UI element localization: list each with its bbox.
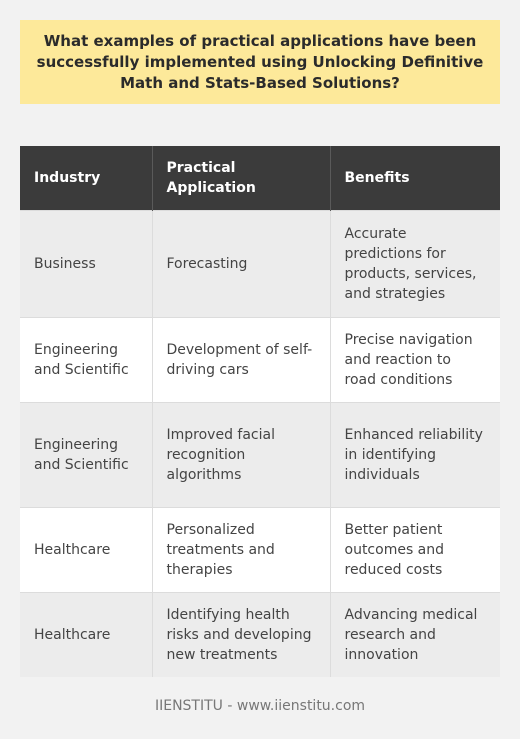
cell-industry: Engineering and Scientific xyxy=(20,402,153,508)
table-row: Engineering and Scientific Improved faci… xyxy=(20,402,500,508)
footer-attribution: IIENSTITU - www.iienstitu.com xyxy=(154,698,366,714)
cell-application: Identifying health risks and developing … xyxy=(152,592,331,677)
cell-application: Improved facial recognition algorithms xyxy=(152,402,331,508)
cell-application: Forecasting xyxy=(152,210,331,318)
cell-benefits: Accurate predictions for products, servi… xyxy=(330,210,500,318)
table-row: Healthcare Identifying health risks and … xyxy=(20,592,500,677)
table-header-row: Industry Practical Application Benefits xyxy=(20,146,500,211)
header-practical-application: Practical Application xyxy=(152,146,331,211)
cell-benefits: Enhanced reliability in identifying indi… xyxy=(330,402,500,508)
cell-benefits: Better patient outcomes and reduced cost… xyxy=(330,507,500,593)
table-row: Healthcare Personalized treatments and t… xyxy=(20,507,500,593)
table-row: Engineering and Scientific Development o… xyxy=(20,317,500,403)
title-banner: What examples of practical applications … xyxy=(20,20,500,104)
cell-application: Personalized treatments and therapies xyxy=(152,507,331,593)
page-title: What examples of practical applications … xyxy=(36,31,484,92)
cell-benefits: Advancing medical research and innovatio… xyxy=(330,592,500,677)
cell-application: Development of self-driving cars xyxy=(152,317,331,403)
cell-industry: Healthcare xyxy=(20,507,153,593)
table-row: Business Forecasting Accurate prediction… xyxy=(20,210,500,318)
cell-industry: Healthcare xyxy=(20,592,153,677)
header-industry: Industry xyxy=(20,146,153,211)
applications-table: Industry Practical Application Benefits … xyxy=(20,146,500,677)
cell-industry: Engineering and Scientific xyxy=(20,317,153,403)
cell-benefits: Precise navigation and reaction to road … xyxy=(330,317,500,403)
header-benefits: Benefits xyxy=(330,146,500,211)
cell-industry: Business xyxy=(20,210,153,318)
